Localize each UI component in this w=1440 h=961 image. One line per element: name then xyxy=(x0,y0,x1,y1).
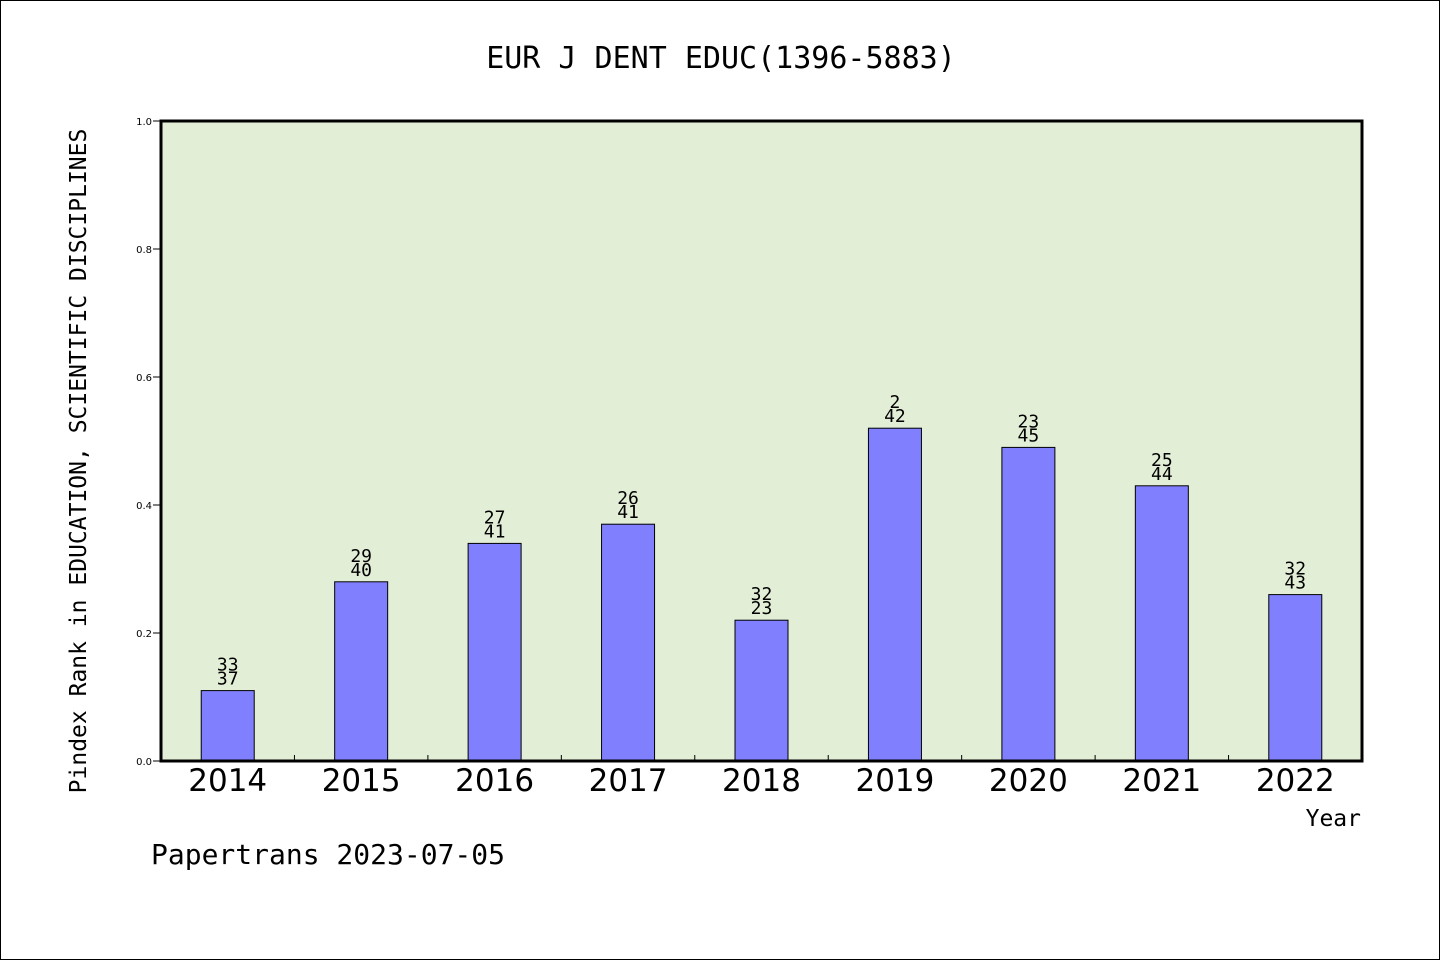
x-tick-label: 2018 xyxy=(722,763,801,799)
bar-label-bottom: 43 xyxy=(1284,573,1306,594)
x-tick-label: 2014 xyxy=(188,763,267,799)
bar-label-bottom: 44 xyxy=(1151,464,1173,485)
bar-label-top: 33 xyxy=(217,655,239,676)
bar-label-top: 27 xyxy=(484,507,506,528)
x-tick-label: 2019 xyxy=(855,763,934,799)
y-tick-label: 0.2 xyxy=(136,629,152,640)
bar xyxy=(467,542,522,762)
bar xyxy=(867,427,922,762)
bar-label-top: 2 xyxy=(890,392,901,413)
bar-label-top: 32 xyxy=(1284,559,1306,580)
bar xyxy=(601,523,656,762)
footer-credit: Papertrans 2023-07-05 xyxy=(151,838,505,871)
y-tick-label: 1.0 xyxy=(136,117,152,128)
bar xyxy=(1268,594,1323,762)
bar xyxy=(1134,485,1189,762)
bar-label-bottom: 37 xyxy=(217,669,239,690)
bar-label-top: 26 xyxy=(617,488,639,509)
bar-label-bottom: 41 xyxy=(617,502,639,523)
bar-label-bottom: 40 xyxy=(350,560,372,581)
y-axis-title: Pindex Rank in EDUCATION, SCIENTIFIC DIS… xyxy=(66,129,92,794)
bar xyxy=(200,690,255,762)
bar-label-bottom: 45 xyxy=(1018,425,1040,446)
bar xyxy=(334,581,389,762)
bar xyxy=(734,619,789,762)
y-tick-label: 0.4 xyxy=(136,501,152,512)
bar-label-bottom: 42 xyxy=(884,406,906,427)
y-tick-label: 0.8 xyxy=(136,245,152,256)
y-axis: 0.0 0.2 0.4 0.6 0.8 1.0 xyxy=(136,117,161,768)
x-tick-label: 2015 xyxy=(322,763,401,799)
bar-label-top: 29 xyxy=(350,546,372,567)
x-tick-label: 2017 xyxy=(589,763,668,799)
x-tick-label: 2016 xyxy=(455,763,534,799)
x-axis-title: Year xyxy=(1306,806,1361,832)
chart-title: EUR J DENT EDUC(1396-5883) xyxy=(486,41,956,76)
x-tick-label: 2022 xyxy=(1256,763,1335,799)
bar-label-bottom: 23 xyxy=(751,598,773,619)
bar xyxy=(1001,446,1056,762)
x-tick-label: 2020 xyxy=(989,763,1068,799)
bar-label-top: 32 xyxy=(751,584,773,605)
bar-label-top: 23 xyxy=(1018,411,1040,432)
x-axis: 2014 2015 2016 2017 2018 2019 2020 2021 2022 xyxy=(188,755,1335,799)
bar-label-top: 25 xyxy=(1151,450,1173,471)
plot-border xyxy=(159,119,1364,763)
x-tick-label: 2021 xyxy=(1122,763,1201,799)
y-tick-label: 0.0 xyxy=(136,757,152,768)
bar-label-bottom: 41 xyxy=(484,521,506,542)
y-tick-label: 0.6 xyxy=(136,373,152,384)
